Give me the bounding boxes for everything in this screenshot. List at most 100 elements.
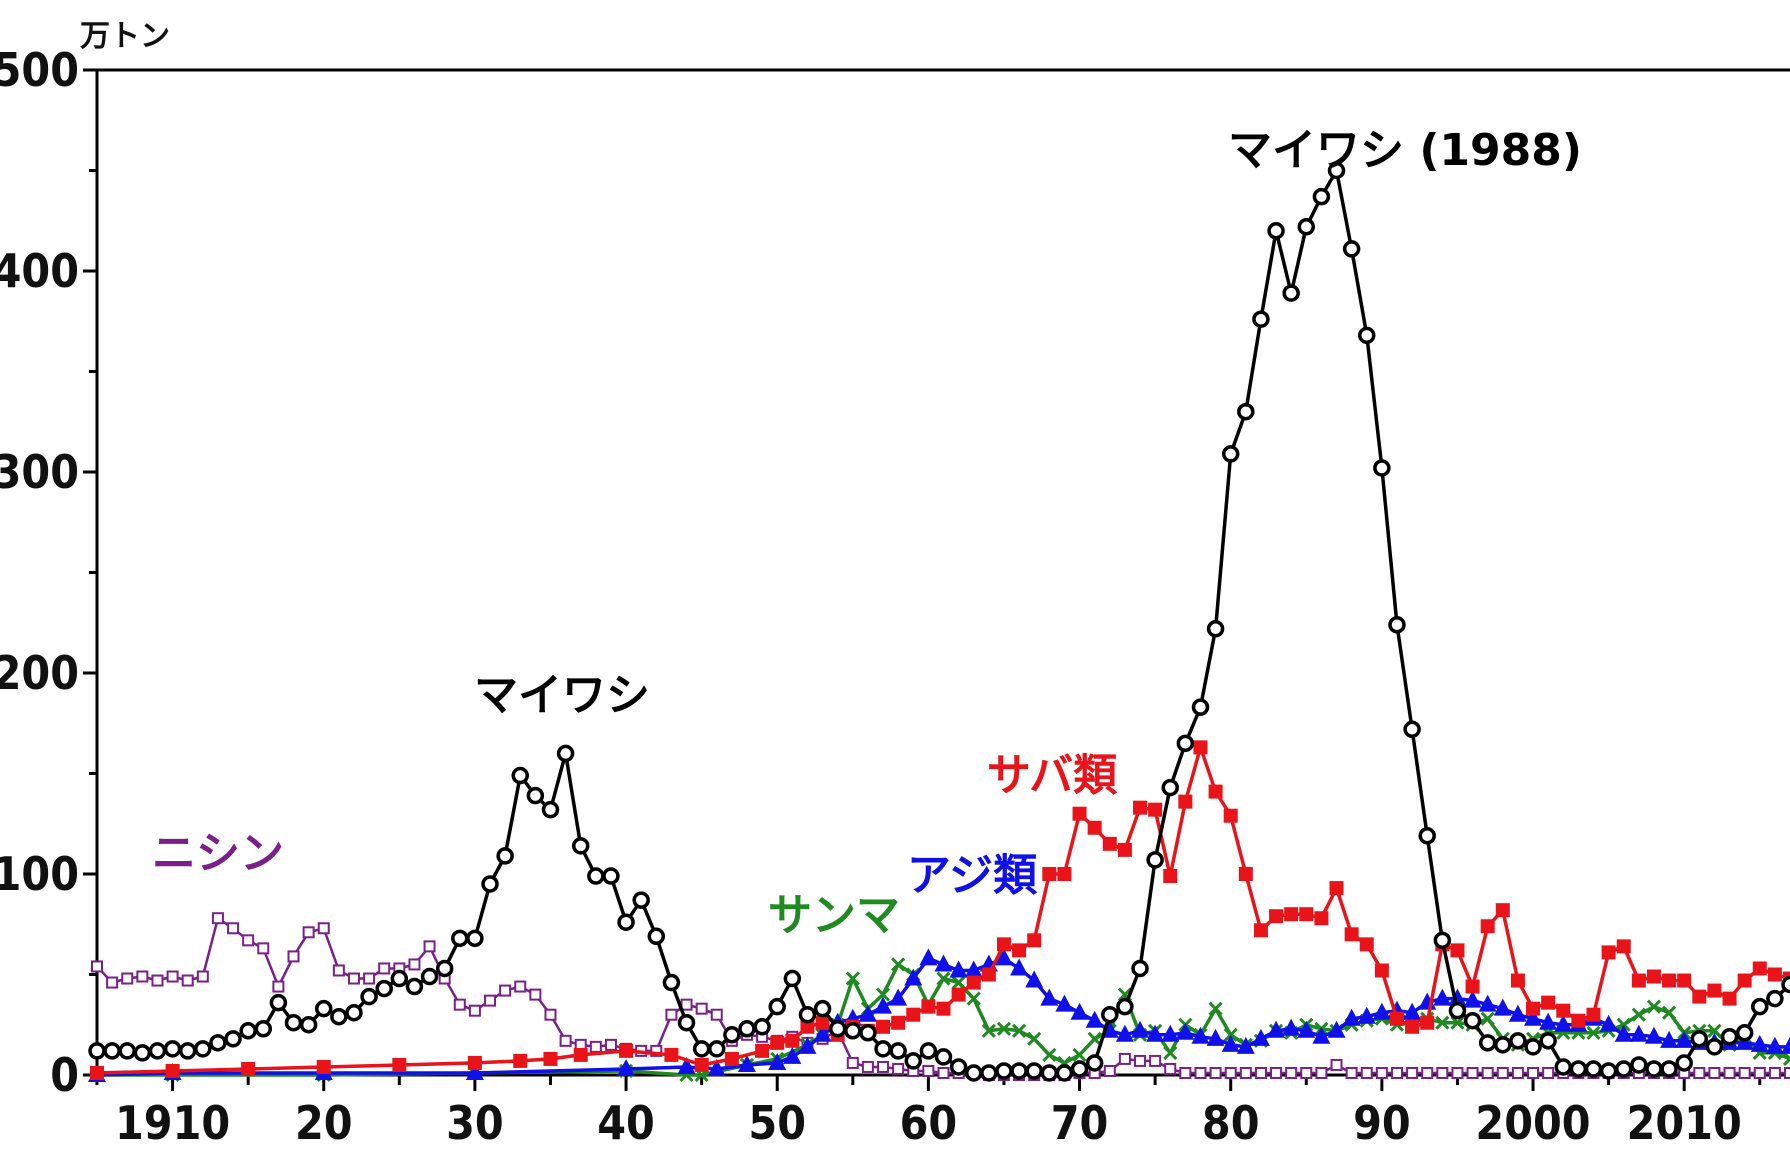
data-point xyxy=(165,1063,180,1078)
data-point xyxy=(1358,326,1376,345)
data-point xyxy=(151,974,164,987)
data-point xyxy=(1191,698,1210,716)
data-point xyxy=(919,1042,938,1060)
data-point xyxy=(1285,1066,1298,1079)
data-point xyxy=(589,1040,602,1053)
data-point xyxy=(1554,1058,1573,1076)
data-point xyxy=(1527,1066,1540,1079)
series-マイワシ xyxy=(88,161,1790,1082)
data-point xyxy=(345,1003,363,1022)
data-point xyxy=(1738,1066,1751,1079)
data-point xyxy=(106,976,119,989)
x-axis: 1910 20 30 40 50 60 70 80 90 2000 2010 xyxy=(95,1075,1762,1150)
data-point xyxy=(1782,1051,1790,1066)
data-point xyxy=(1494,1036,1512,1054)
data-point xyxy=(1478,1034,1497,1052)
data-point xyxy=(254,1020,273,1038)
data-point xyxy=(1357,1006,1376,1024)
x-tick-label: 1910 xyxy=(115,1096,230,1150)
data-point xyxy=(1312,187,1331,206)
data-point xyxy=(695,1002,708,1015)
data-point xyxy=(1330,1058,1343,1071)
data-point xyxy=(360,987,378,1006)
data-point xyxy=(1421,1066,1434,1079)
data-point xyxy=(1720,1028,1739,1046)
data-point xyxy=(1752,961,1767,976)
data-point xyxy=(1085,1010,1104,1028)
data-point xyxy=(1042,1047,1057,1062)
data-point xyxy=(375,979,393,998)
data-point xyxy=(1206,1028,1225,1046)
data-point xyxy=(1163,1045,1178,1060)
data-point xyxy=(587,867,605,885)
data-point xyxy=(405,977,424,996)
data-point xyxy=(194,1040,212,1058)
data-point xyxy=(892,1062,905,1075)
data-point xyxy=(1466,1066,1479,1079)
data-point xyxy=(966,991,981,1006)
data-point xyxy=(949,960,968,978)
data-point xyxy=(1451,1066,1464,1079)
data-point xyxy=(1524,1008,1543,1026)
data-point xyxy=(513,1053,528,1068)
data-point xyxy=(1193,740,1208,755)
x-tick-label: 2010 xyxy=(1627,1096,1742,1150)
data-point xyxy=(332,964,345,977)
data-point xyxy=(1040,1064,1059,1082)
data-point xyxy=(91,960,103,973)
series-line xyxy=(97,168,1790,1075)
data-point xyxy=(1297,218,1316,236)
data-point xyxy=(981,1023,996,1038)
data-point xyxy=(408,958,421,971)
data-point xyxy=(1117,842,1132,857)
data-point xyxy=(1707,983,1722,998)
data-point xyxy=(1646,999,1662,1014)
data-point xyxy=(1693,1066,1706,1079)
data-point xyxy=(1584,1060,1603,1078)
data-point xyxy=(302,926,315,939)
data-point xyxy=(1493,998,1512,1016)
data-point xyxy=(1692,989,1707,1004)
data-point xyxy=(90,1065,104,1080)
data-point xyxy=(602,867,620,885)
data-point xyxy=(798,1036,817,1054)
data-point xyxy=(1131,959,1149,978)
data-point xyxy=(209,1034,227,1052)
data-point xyxy=(1644,1026,1663,1044)
data-point xyxy=(1359,937,1374,952)
y-tick-label: 300 xyxy=(0,445,79,499)
data-point xyxy=(1191,1026,1210,1044)
data-point xyxy=(1554,1014,1573,1032)
data-point xyxy=(1707,1023,1722,1038)
data-point xyxy=(783,969,802,988)
data-point xyxy=(1509,1032,1527,1050)
data-point xyxy=(1526,1001,1541,1016)
data-point xyxy=(1705,1038,1724,1056)
data-point xyxy=(1539,1032,1557,1050)
data-point xyxy=(1465,979,1480,994)
data-point xyxy=(544,1008,557,1021)
data-point xyxy=(1194,1066,1207,1079)
data-point xyxy=(1164,1062,1177,1075)
data-point xyxy=(934,1048,953,1066)
data-point xyxy=(1118,1052,1131,1065)
data-point xyxy=(529,988,542,1001)
data-point xyxy=(1616,1017,1631,1032)
data-point xyxy=(1221,1034,1240,1052)
data-point xyxy=(1237,402,1255,421)
data-point xyxy=(269,993,288,1012)
data-point xyxy=(1616,939,1631,954)
data-point xyxy=(1239,1066,1252,1079)
data-point xyxy=(1146,1024,1165,1042)
series-line xyxy=(96,745,1790,1075)
data-point xyxy=(1103,1064,1116,1077)
data-point xyxy=(1178,794,1193,809)
data-point xyxy=(1690,1030,1709,1048)
x-tick-label: 2000 xyxy=(1475,1096,1590,1150)
data-point xyxy=(951,987,966,1002)
y-axis-unit-label: 万トン xyxy=(80,19,170,54)
data-point xyxy=(692,1040,711,1058)
x-tick-label: 40 xyxy=(597,1096,655,1150)
data-point xyxy=(1478,994,1497,1012)
data-point xyxy=(936,971,951,986)
